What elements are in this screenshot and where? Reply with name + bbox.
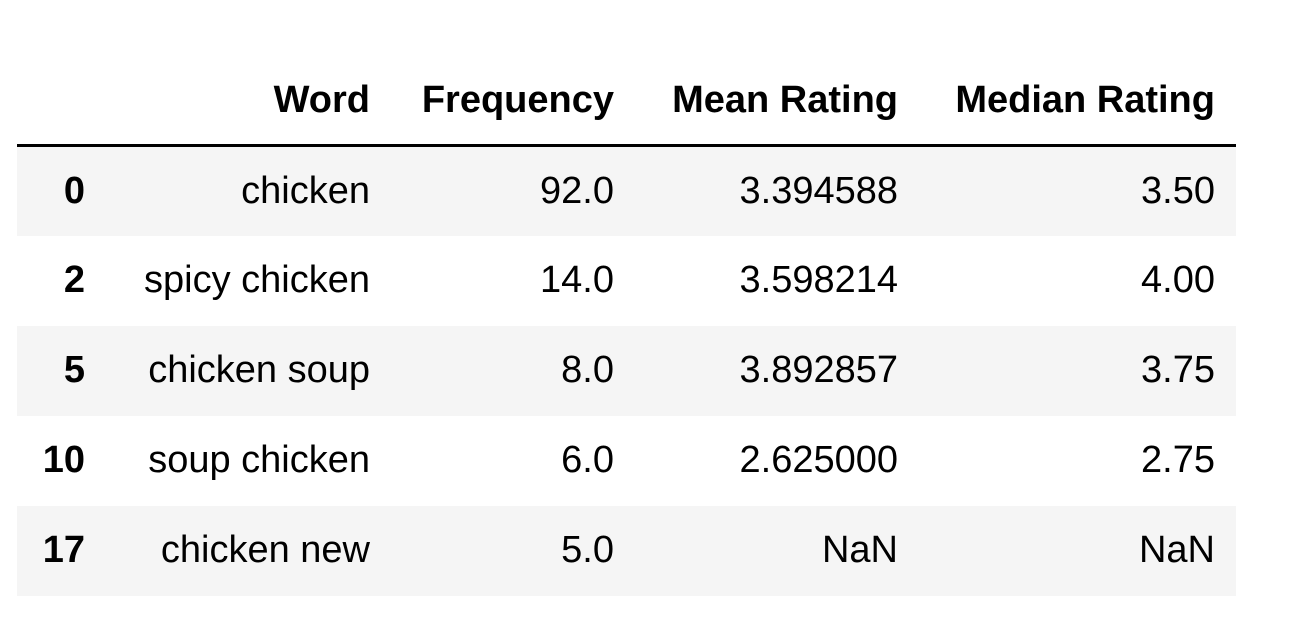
table-body: 0 chicken 92.0 3.394588 3.50 2 spicy chi… [17,146,1236,596]
column-header-word: Word [113,56,391,146]
table-row: 10 soup chicken 6.0 2.625000 2.75 [17,416,1236,506]
cell-mean-rating: 2.625000 [635,416,919,506]
cell-mean-rating: 3.598214 [635,236,919,326]
cell-word: chicken [113,146,391,236]
row-index: 0 [17,146,113,236]
cell-median-rating: 4.00 [919,236,1236,326]
table-row: 5 chicken soup 8.0 3.892857 3.75 [17,326,1236,416]
row-index: 5 [17,326,113,416]
cell-frequency: 8.0 [391,326,635,416]
table-row: 0 chicken 92.0 3.394588 3.50 [17,146,1236,236]
column-header-median-rating: Median Rating [919,56,1236,146]
cell-mean-rating: NaN [635,506,919,596]
cell-median-rating: 3.50 [919,146,1236,236]
cell-mean-rating: 3.892857 [635,326,919,416]
table-row: 2 spicy chicken 14.0 3.598214 4.00 [17,236,1236,326]
cell-frequency: 92.0 [391,146,635,236]
cell-frequency: 14.0 [391,236,635,326]
cell-word: chicken new [113,506,391,596]
header-row: Word Frequency Mean Rating Median Rating [17,56,1236,146]
dataframe-output: Word Frequency Mean Rating Median Rating… [17,56,1236,596]
column-header-frequency: Frequency [391,56,635,146]
table-row: 17 chicken new 5.0 NaN NaN [17,506,1236,596]
dataframe-table: Word Frequency Mean Rating Median Rating… [17,56,1236,596]
row-index: 2 [17,236,113,326]
table-header: Word Frequency Mean Rating Median Rating [17,56,1236,146]
column-header-mean-rating: Mean Rating [635,56,919,146]
cell-median-rating: 3.75 [919,326,1236,416]
cell-word: chicken soup [113,326,391,416]
cell-mean-rating: 3.394588 [635,146,919,236]
cell-frequency: 5.0 [391,506,635,596]
row-index: 17 [17,506,113,596]
index-header [17,56,113,146]
row-index: 10 [17,416,113,506]
cell-frequency: 6.0 [391,416,635,506]
cell-median-rating: 2.75 [919,416,1236,506]
cell-word: spicy chicken [113,236,391,326]
cell-median-rating: NaN [919,506,1236,596]
cell-word: soup chicken [113,416,391,506]
